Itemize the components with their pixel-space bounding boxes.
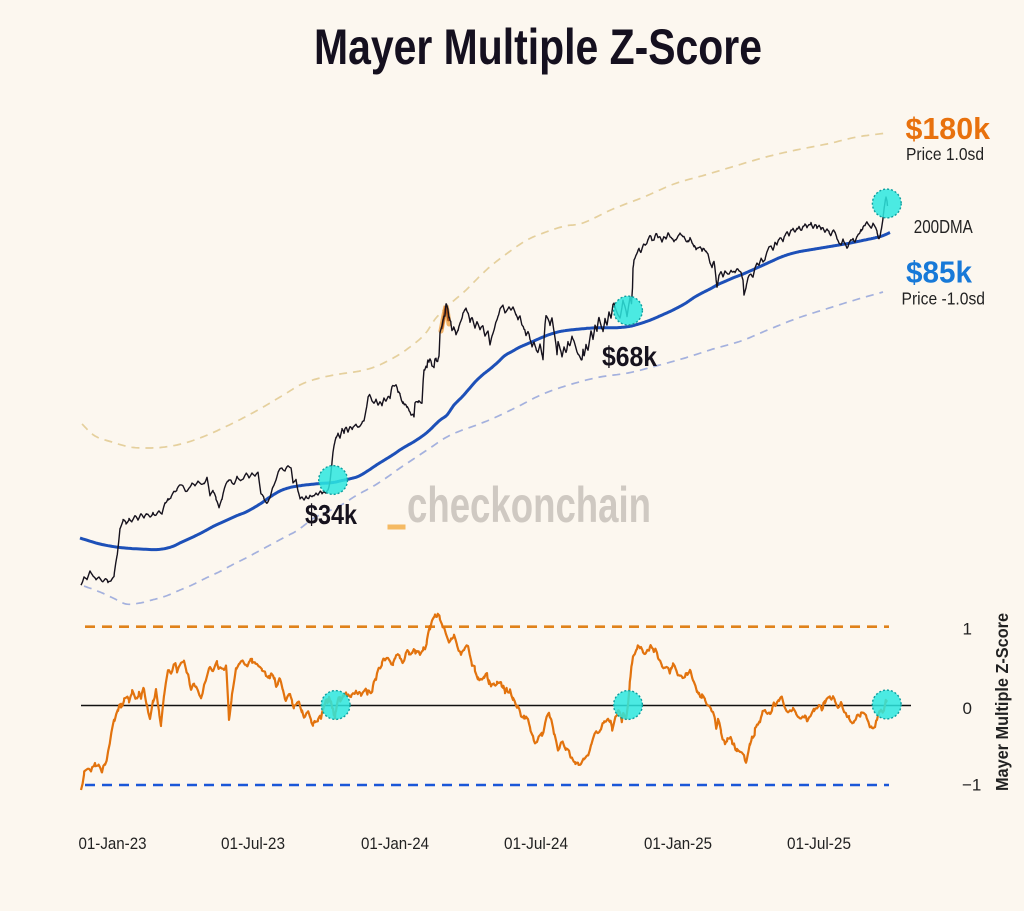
- svg-text:Mayer Multiple Z-Score: Mayer Multiple Z-Score: [314, 19, 762, 75]
- svg-text:200DMA: 200DMA: [914, 217, 973, 237]
- svg-text:01-Jan-25: 01-Jan-25: [644, 835, 712, 853]
- svg-text:0: 0: [963, 699, 972, 718]
- svg-text:$180k: $180k: [906, 111, 991, 146]
- svg-text:01-Jul-25: 01-Jul-25: [787, 835, 851, 853]
- svg-text:Price -1.0sd: Price -1.0sd: [902, 289, 986, 309]
- svg-text:01-Jan-23: 01-Jan-23: [79, 835, 147, 853]
- svg-text:−1: −1: [962, 776, 981, 795]
- svg-text:1: 1: [963, 620, 972, 639]
- svg-text:$68k: $68k: [602, 341, 657, 372]
- svg-text:01-Jul-24: 01-Jul-24: [504, 835, 568, 853]
- svg-text:checkonchain: checkonchain: [407, 477, 651, 533]
- svg-text:Mayer Multiple Z-Score: Mayer Multiple Z-Score: [992, 613, 1012, 791]
- svg-text:Price 1.0sd: Price 1.0sd: [906, 144, 984, 164]
- svg-text:$34k: $34k: [305, 499, 357, 530]
- svg-text:$85k: $85k: [906, 255, 973, 290]
- svg-text:01-Jul-23: 01-Jul-23: [221, 835, 285, 853]
- svg-text:01-Jan-24: 01-Jan-24: [361, 835, 429, 853]
